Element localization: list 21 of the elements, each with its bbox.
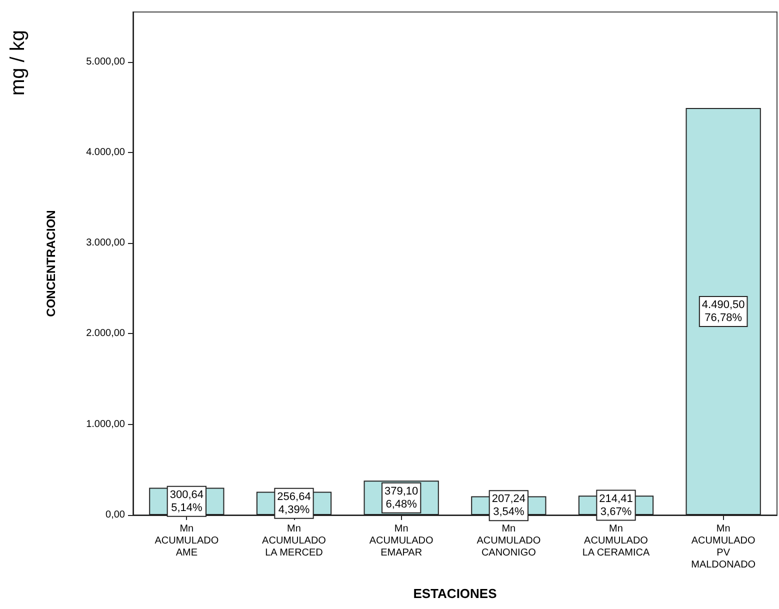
x-tick-label: Mn ACUMULADO AME bbox=[154, 524, 219, 558]
x-tick-label: Mn ACUMULADO EMAPAR bbox=[369, 524, 434, 558]
x-axis-title: ESTACIONES bbox=[413, 586, 498, 601]
y-tick-label: 5.000,00 bbox=[86, 56, 126, 68]
x-tick-label: Mn ACUMULADO LA CERAMICA bbox=[582, 524, 650, 558]
data-label: 379,10 6,48% bbox=[384, 485, 418, 510]
data-label: 214,41 3,67% bbox=[599, 492, 633, 518]
y-tick-label: 1.000,00 bbox=[86, 418, 126, 430]
x-tick-label: Mn ACUMULADO LA MERCED bbox=[262, 524, 326, 558]
data-label: 4.490,50 76,78% bbox=[702, 299, 745, 324]
y-tick-label: 2.000,00 bbox=[86, 328, 126, 340]
text: mg / kg bbox=[7, 30, 29, 96]
x-tick-label: Mn ACUMULADO PV MALDONADO bbox=[691, 524, 756, 570]
x-tick-label: Mn ACUMULADO CANONIGO bbox=[476, 524, 541, 558]
y-tick-label: 4.000,00 bbox=[86, 146, 126, 158]
y-axis-title: CONCENTRACION bbox=[44, 210, 58, 317]
y-tick-label: 0,00 bbox=[106, 510, 126, 520]
data-label: 300,64 5,14% bbox=[170, 488, 204, 514]
data-label: 207,24 3,54% bbox=[492, 493, 526, 518]
y-tick-label: 3.000,00 bbox=[86, 238, 126, 249]
data-label: 256,64 4,39% bbox=[277, 490, 311, 516]
